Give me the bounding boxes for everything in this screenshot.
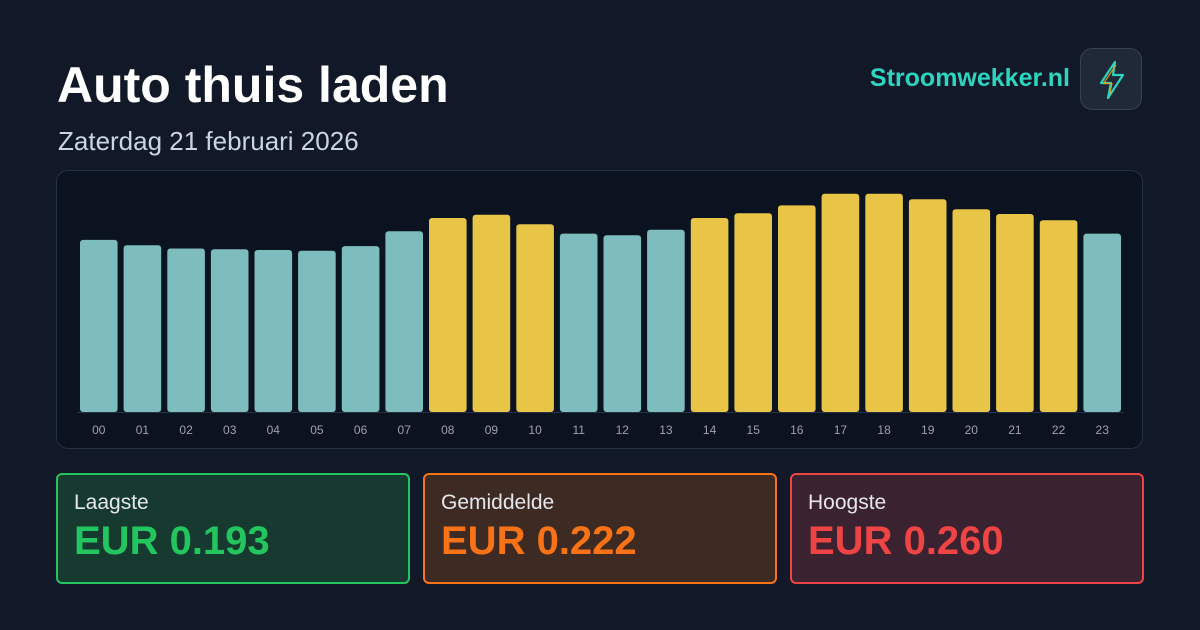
- average-price-label: Gemiddelde: [441, 491, 555, 514]
- bar-hour-20[interactable]: [952, 209, 991, 412]
- brand-name[interactable]: Stroomwekker.nl: [869, 64, 1070, 92]
- x-tick-label: 22: [1052, 423, 1066, 437]
- bar-hour-01[interactable]: [123, 245, 162, 412]
- bar-hour-22[interactable]: [1039, 220, 1078, 412]
- x-tick-label: 08: [441, 423, 455, 437]
- bar-hour-00[interactable]: [80, 239, 118, 412]
- bar-hour-04[interactable]: [254, 250, 293, 412]
- bar-hour-23[interactable]: [1083, 233, 1121, 412]
- bar-hour-14[interactable]: [690, 218, 729, 412]
- x-tick-label: 21: [1008, 423, 1022, 437]
- x-tick-label: 15: [747, 423, 761, 437]
- x-tick-label: 11: [572, 423, 585, 437]
- bar-hour-09[interactable]: [472, 214, 511, 412]
- bar-hour-19[interactable]: [908, 199, 947, 412]
- x-tick-label: 06: [354, 423, 368, 437]
- bar-hour-05[interactable]: [298, 250, 336, 412]
- average-price-card: Gemiddelde EUR 0.222: [423, 473, 777, 584]
- price-chart-panel: 00 01 02 03 04 05 06 07 08 09 10 11 12 13 14 15 16 17 18 19…: [56, 170, 1143, 449]
- x-tick-label: 18: [877, 423, 891, 437]
- x-tick-label: 20: [965, 423, 979, 437]
- bar-hour-13[interactable]: [647, 229, 685, 412]
- x-tick-label: 16: [790, 423, 804, 437]
- bar-hour-17[interactable]: [821, 193, 860, 412]
- hourly-price-bar-chart: 00 01 02 03 04 05 06 07 08 09 10 11 12 13 14 15 16 17 18 19…: [77, 193, 1124, 437]
- lightning-bolt-icon: [1099, 60, 1125, 100]
- bar-hour-11[interactable]: [559, 233, 598, 412]
- page-title: Auto thuis laden: [57, 57, 449, 113]
- bar-hour-10[interactable]: [516, 224, 554, 412]
- x-tick-label: 00: [92, 423, 106, 437]
- x-tick-label: 02: [179, 423, 193, 437]
- bar-hour-06[interactable]: [341, 246, 380, 412]
- x-tick-label: 01: [136, 423, 150, 437]
- lowest-price-card: Laagste EUR 0.193: [56, 473, 410, 584]
- x-tick-label: 09: [485, 423, 499, 437]
- bar-hour-18[interactable]: [865, 193, 903, 412]
- x-tick-label: 17: [834, 423, 848, 437]
- bar-hour-15[interactable]: [734, 213, 772, 412]
- x-tick-label: 19: [921, 423, 935, 437]
- bar-hour-07[interactable]: [385, 231, 423, 412]
- x-tick-label: 04: [267, 423, 281, 437]
- lowest-price-label: Laagste: [74, 491, 149, 514]
- date-subtitle: Zaterdag 21 februari 2026: [58, 126, 359, 156]
- bar-hour-02[interactable]: [167, 248, 205, 413]
- bar-hour-21[interactable]: [996, 214, 1034, 412]
- bar-hour-16[interactable]: [778, 205, 816, 412]
- brand-logo[interactable]: [1080, 48, 1142, 110]
- x-tick-label: 13: [659, 423, 673, 437]
- bar-hour-03[interactable]: [210, 249, 249, 412]
- x-tick-label: 05: [310, 423, 324, 437]
- bar-hour-08[interactable]: [429, 218, 467, 412]
- x-tick-label: 07: [398, 423, 412, 437]
- x-tick-label: 10: [528, 423, 542, 437]
- x-tick-label: 03: [223, 423, 237, 437]
- x-tick-label: 14: [703, 423, 717, 437]
- x-tick-label: 23: [1096, 423, 1110, 437]
- average-price-value: EUR 0.222: [441, 519, 637, 563]
- lowest-price-value: EUR 0.193: [74, 519, 270, 563]
- highest-price-label: Hoogste: [808, 491, 887, 514]
- highest-price-value: EUR 0.260: [808, 519, 1004, 563]
- highest-price-card: Hoogste EUR 0.260: [790, 473, 1144, 584]
- x-tick-label: 12: [616, 423, 630, 437]
- bar-hour-12[interactable]: [603, 235, 642, 412]
